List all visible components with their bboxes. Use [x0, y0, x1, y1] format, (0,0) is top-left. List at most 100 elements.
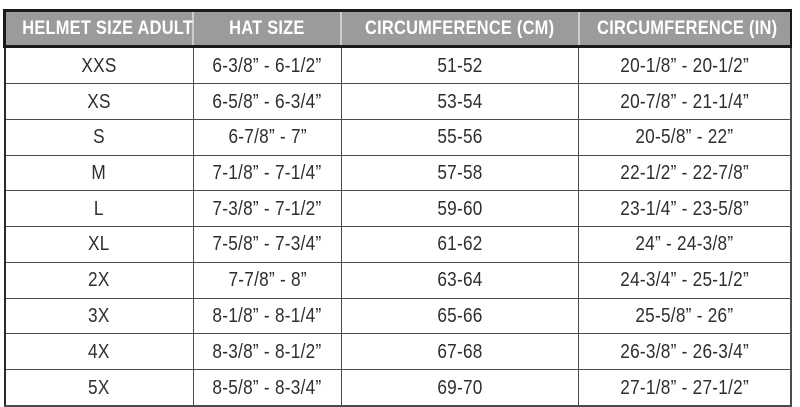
hat-size-cell: 8-5/8” - 8-3/4” [192, 369, 342, 407]
header-circumference-in: CIRCUMFERENCE (IN) [577, 9, 793, 48]
table-row: XL 7-5/8” - 7-3/4” 61-62 24” - 24-3/8” [3, 226, 793, 263]
circumference-in-cell: 24-3/4” - 25-1/2” [578, 261, 793, 299]
circumference-in-cell: 20-1/8” - 20-1/2” [578, 45, 793, 85]
size-cell: 3X [3, 297, 194, 335]
cell-value: 20-5/8” - 22” [635, 125, 734, 149]
table-row: 5X 8-5/8” - 8-3/4” 69-70 27-1/8” - 27-1/… [3, 369, 793, 407]
header-helmet-size-adult: HELMET SIZE ADULT [3, 9, 194, 48]
circumference-in-cell: 24” - 24-3/8” [578, 226, 793, 263]
cell-value: 53-54 [437, 89, 483, 113]
cell-value: 3X [88, 303, 110, 327]
cell-value: XS [87, 89, 111, 113]
header-circumference-cm: CIRCUMFERENCE (CM) [340, 9, 579, 48]
circumference-cm-cell: 59-60 [340, 190, 580, 228]
circumference-cm-cell: 61-62 [340, 226, 580, 263]
cell-value: 51-52 [437, 53, 483, 77]
cell-value: 59-60 [437, 196, 483, 220]
header-hat-size: HAT SIZE [192, 9, 342, 48]
cell-value: 20-1/8” - 20-1/2” [620, 53, 749, 77]
cell-value: 23-1/4” - 23-5/8” [620, 196, 749, 220]
cell-value: 8-5/8” - 8-3/4” [212, 375, 322, 399]
table-row: 4X 8-3/8” - 8-1/2” 67-68 26-3/8” - 26-3/… [3, 333, 793, 371]
cell-value: XL [88, 232, 110, 256]
circumference-in-cell: 20-7/8” - 21-1/4” [578, 83, 793, 120]
header-label: HELMET SIZE ADULT [22, 17, 194, 39]
cell-value: 2X [88, 268, 110, 292]
cell-value: 4X [88, 339, 110, 363]
cell-value: 27-1/8” - 27-1/2” [620, 375, 749, 399]
cell-value: 7-3/8” - 7-1/2” [212, 196, 322, 220]
table-row: M 7-1/8” - 7-1/4” 57-58 22-1/2” - 22-7/8… [3, 154, 793, 192]
size-cell: M [3, 154, 194, 192]
cell-value: 24-3/4” - 25-1/2” [620, 268, 749, 292]
table-row: 3X 8-1/8” - 8-1/4” 65-66 25-5/8” - 26” [3, 297, 793, 335]
hat-size-cell: 8-3/8” - 8-1/2” [192, 333, 342, 371]
cell-value: 6-7/8” - 7” [227, 125, 307, 149]
circumference-cm-cell: 53-54 [340, 83, 580, 120]
size-cell: L [3, 190, 194, 228]
cell-value: 25-5/8” - 26” [635, 303, 734, 327]
table-row: XXS 6-3/8” - 6-1/2” 51-52 20-1/8” - 20-1… [3, 45, 793, 85]
cell-value: L [94, 196, 105, 220]
circumference-in-cell: 26-3/8” - 26-3/4” [578, 333, 793, 371]
hat-size-cell: 7-3/8” - 7-1/2” [192, 190, 342, 228]
header-label: CIRCUMFERENCE (CM) [365, 17, 555, 39]
hat-size-cell: 7-7/8” - 8” [192, 261, 342, 299]
circumference-cm-cell: 67-68 [340, 333, 580, 371]
cell-value: 22-1/2” - 22-7/8” [620, 160, 749, 184]
cell-value: 7-1/8” - 7-1/4” [212, 160, 322, 184]
hat-size-cell: 6-3/8” - 6-1/2” [192, 45, 342, 85]
cell-value: 6-5/8” - 6-3/4” [212, 89, 322, 113]
table-row: XS 6-5/8” - 6-3/4” 53-54 20-7/8” - 21-1/… [3, 83, 793, 120]
circumference-cm-cell: 65-66 [340, 297, 580, 335]
table-row: L 7-3/8” - 7-1/2” 59-60 23-1/4” - 23-5/8… [3, 190, 793, 228]
hat-size-cell: 6-5/8” - 6-3/4” [192, 83, 342, 120]
helmet-size-chart: HELMET SIZE ADULT HAT SIZE CIRCUMFERENCE… [3, 9, 793, 407]
header-row: HELMET SIZE ADULT HAT SIZE CIRCUMFERENCE… [3, 9, 793, 48]
size-cell: 5X [3, 369, 194, 407]
size-cell: S [3, 118, 194, 156]
hat-size-cell: 7-5/8” - 7-3/4” [192, 226, 342, 263]
cell-value: 69-70 [437, 375, 483, 399]
size-cell: 2X [3, 261, 194, 299]
cell-value: S [93, 125, 105, 149]
circumference-cm-cell: 55-56 [340, 118, 580, 156]
circumference-cm-cell: 51-52 [340, 45, 580, 85]
circumference-cm-cell: 69-70 [340, 369, 580, 407]
size-cell: 4X [3, 333, 194, 371]
cell-value: 26-3/8” - 26-3/4” [620, 339, 749, 363]
circumference-in-cell: 27-1/8” - 27-1/2” [578, 369, 793, 407]
circumference-cm-cell: 63-64 [340, 261, 580, 299]
circumference-in-cell: 22-1/2” - 22-7/8” [578, 154, 793, 192]
hat-size-cell: 8-1/8” - 8-1/4” [192, 297, 342, 335]
header-label: HAT SIZE [229, 17, 305, 39]
header-label: CIRCUMFERENCE (IN) [596, 17, 777, 39]
cell-value: 57-58 [437, 160, 483, 184]
circumference-cm-cell: 57-58 [340, 154, 580, 192]
cell-value: 67-68 [437, 339, 483, 363]
cell-value: M [91, 160, 107, 184]
size-cell: XL [3, 226, 194, 263]
circumference-in-cell: 20-5/8” - 22” [578, 118, 793, 156]
table-header: HELMET SIZE ADULT HAT SIZE CIRCUMFERENCE… [3, 9, 793, 48]
cell-value: 8-3/8” - 8-1/2” [212, 339, 322, 363]
cell-value: 24” - 24-3/8” [635, 232, 734, 256]
cell-value: 7-7/8” - 8” [227, 268, 307, 292]
size-cell: XS [3, 83, 194, 120]
cell-value: 20-7/8” - 21-1/4” [620, 89, 749, 113]
table-row: 2X 7-7/8” - 8” 63-64 24-3/4” - 25-1/2” [3, 261, 793, 299]
size-cell: XXS [3, 45, 194, 85]
table-body: XXS 6-3/8” - 6-1/2” 51-52 20-1/8” - 20-1… [3, 45, 793, 407]
helmet-size-table: HELMET SIZE ADULT HAT SIZE CIRCUMFERENCE… [3, 9, 793, 407]
table-row: S 6-7/8” - 7” 55-56 20-5/8” - 22” [3, 118, 793, 156]
cell-value: 7-5/8” - 7-3/4” [212, 232, 322, 256]
cell-value: 5X [88, 375, 110, 399]
cell-value: 6-3/8” - 6-1/2” [212, 53, 322, 77]
cell-value: 65-66 [437, 303, 483, 327]
cell-value: 61-62 [437, 232, 483, 256]
circumference-in-cell: 23-1/4” - 23-5/8” [578, 190, 793, 228]
circumference-in-cell: 25-5/8” - 26” [578, 297, 793, 335]
cell-value: 8-1/8” - 8-1/4” [212, 303, 322, 327]
hat-size-cell: 7-1/8” - 7-1/4” [192, 154, 342, 192]
